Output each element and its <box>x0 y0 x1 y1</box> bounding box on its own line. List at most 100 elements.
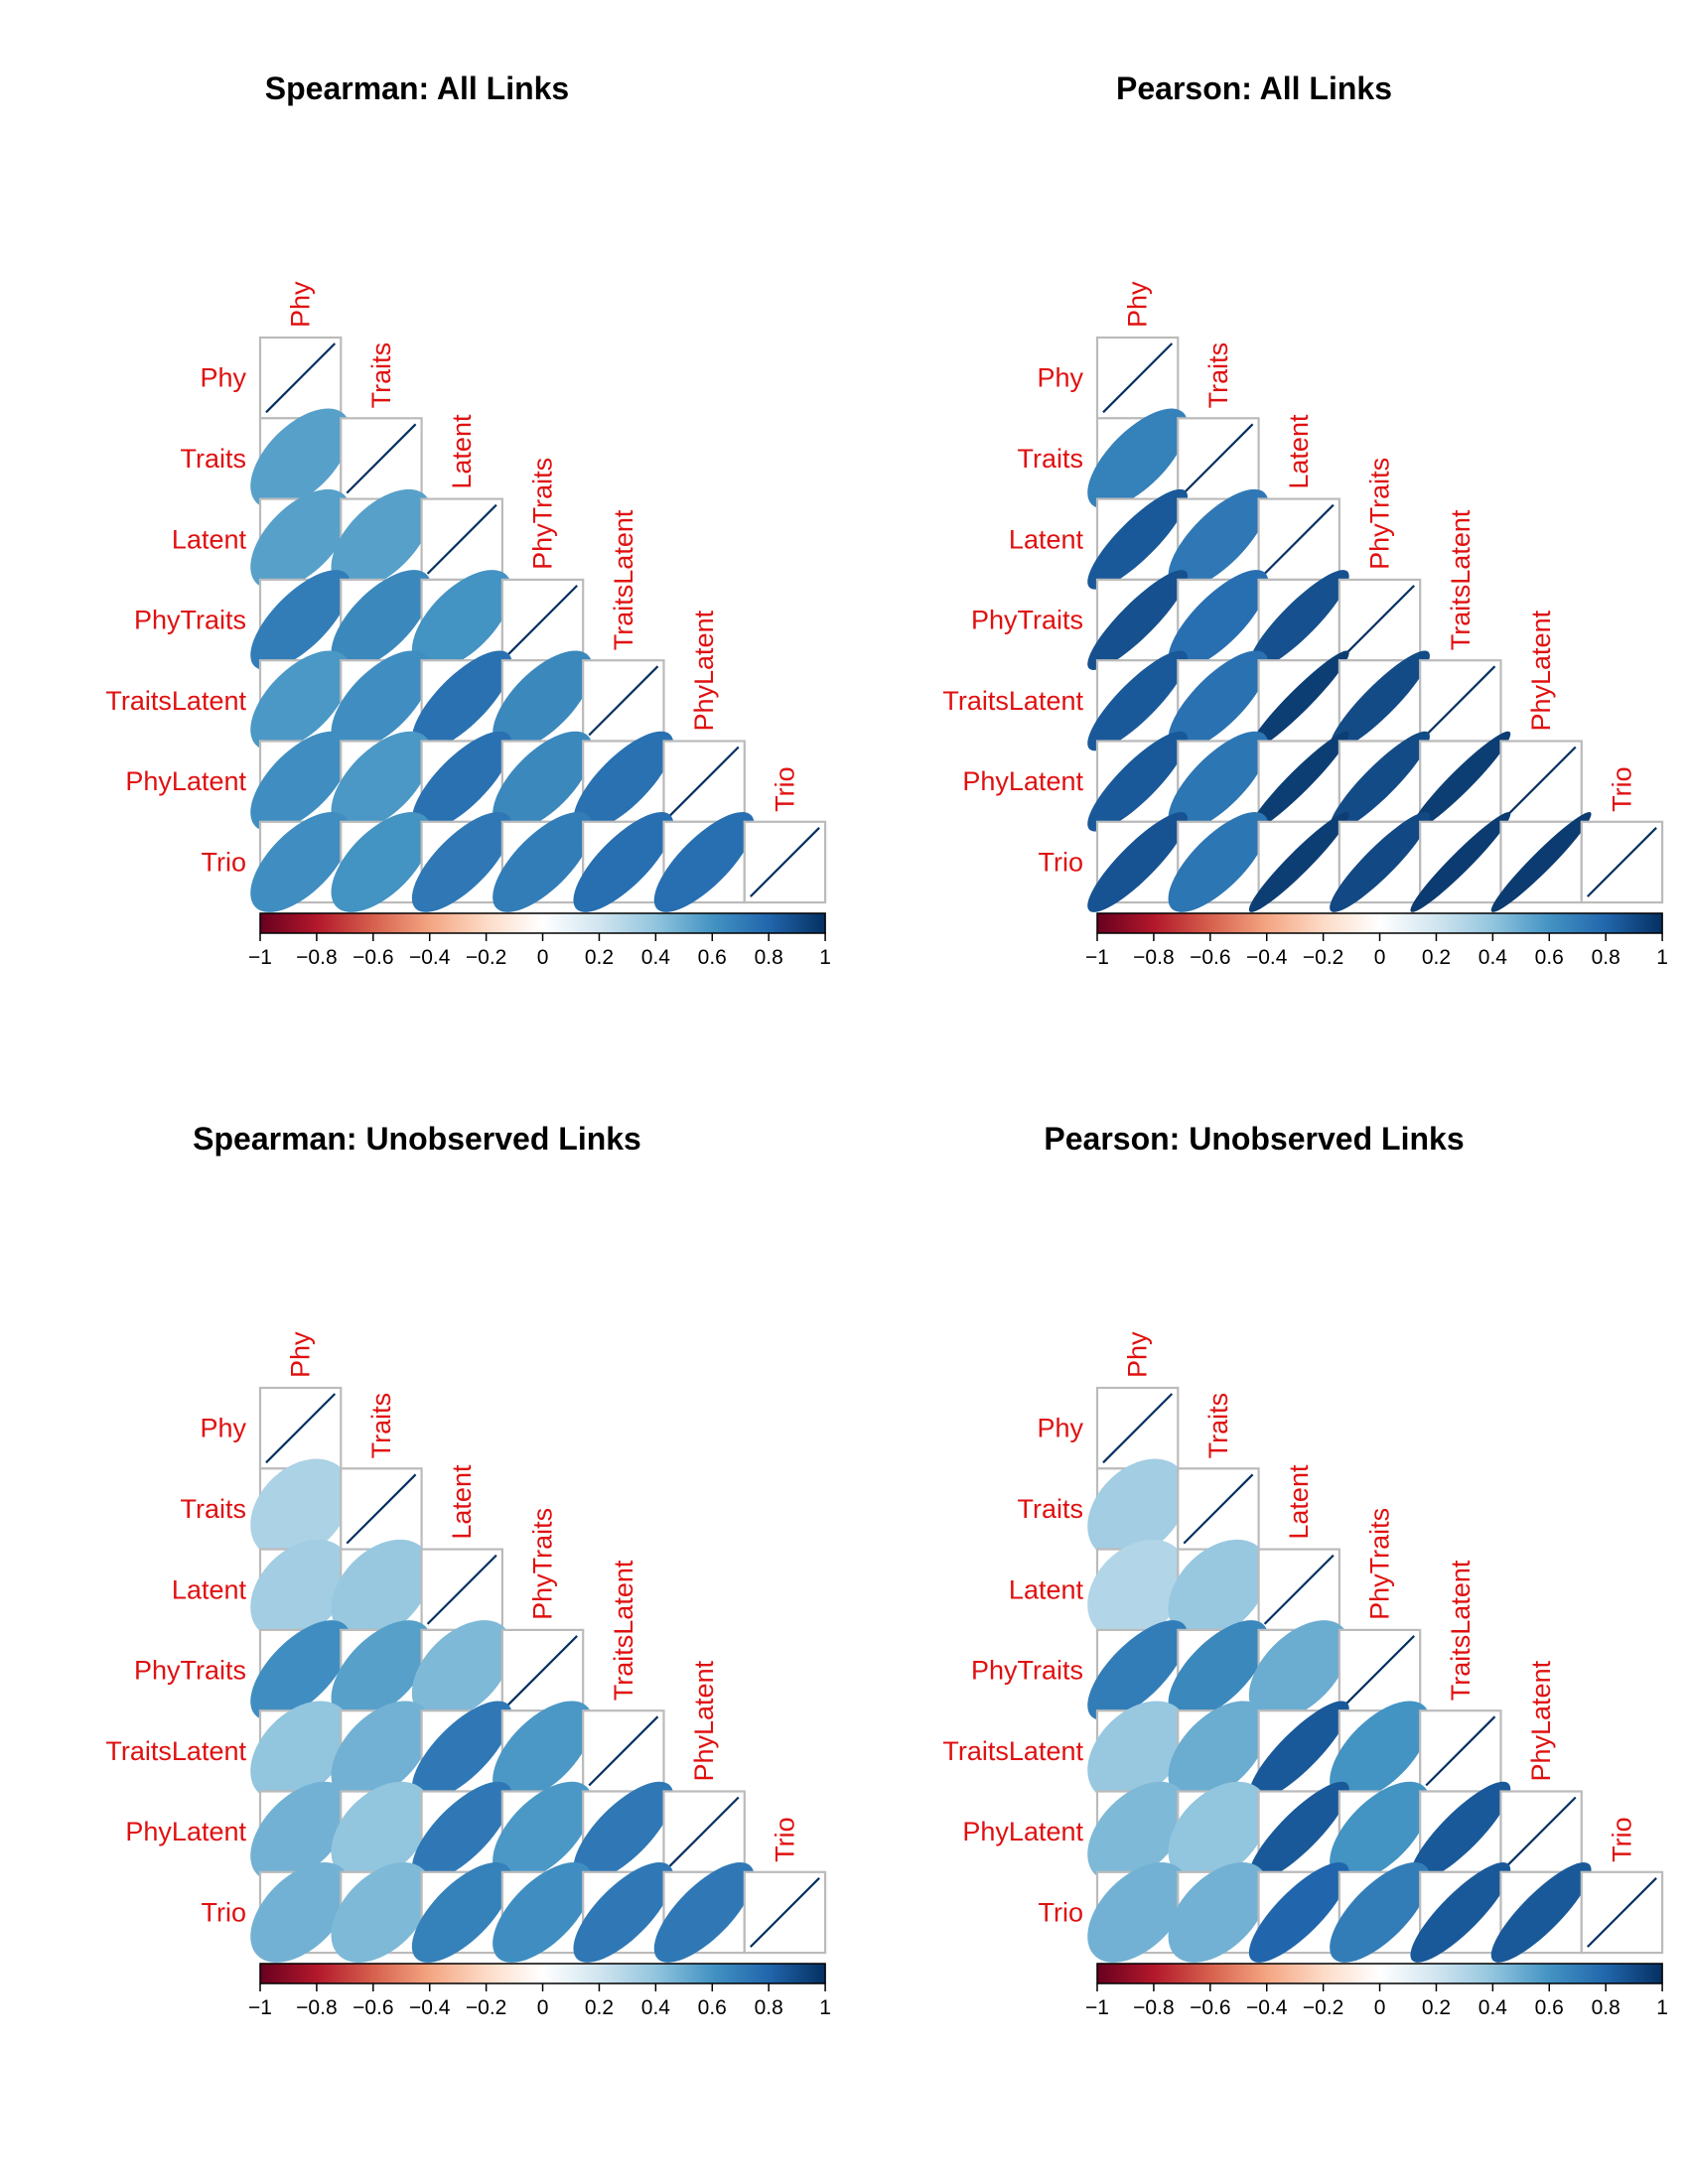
corr-cell-Traits-Phy <box>250 1458 352 1560</box>
corr-cell-Trio-TraitsLatent <box>573 812 674 912</box>
colorbar-tick-label: −0.4 <box>409 1996 451 2019</box>
corr-cell-TraitsLatent-Phy <box>1087 1701 1189 1802</box>
corr-mark <box>1587 1877 1657 1948</box>
corr-mark <box>492 812 593 912</box>
corr-cell-Latent-Latent <box>1257 497 1340 582</box>
col-label: Traits <box>1203 342 1233 409</box>
row-label: TraitsLatent <box>942 1736 1083 1766</box>
corr-cell-Traits-Phy <box>1087 1458 1189 1560</box>
col-label: Phy <box>286 1331 316 1378</box>
corr-cell-Traits-Phy <box>250 408 352 509</box>
corr-cell-Trio-Latent <box>1248 1862 1349 1963</box>
corr-mark <box>492 731 593 832</box>
corr-mark <box>668 1796 740 1867</box>
corr-cell-PhyLatent-PhyLatent <box>1499 1790 1583 1873</box>
corr-mark <box>1087 1862 1189 1963</box>
corr-cell-Trio-Phy <box>250 812 352 912</box>
corr-cell-Trio-Phy <box>1087 1862 1189 1963</box>
corr-mark <box>250 408 352 509</box>
corr-cell-Traits-Traits <box>1177 417 1260 500</box>
col-label: TraitsLatent <box>1446 1560 1476 1701</box>
panel-title: Spearman: Unobserved Links <box>193 1121 641 1157</box>
colorbar-tick-label: 0.4 <box>641 1996 671 2019</box>
colorbar-tick-label: −0.8 <box>296 1996 337 2019</box>
corr-mark <box>250 1458 352 1560</box>
corr-mark <box>573 812 674 912</box>
corr-cell-Latent-Traits <box>331 1539 432 1640</box>
row-label: Phy <box>1037 363 1083 393</box>
corr-mark <box>1087 1781 1189 1882</box>
colorbar-tick-label: 1 <box>819 946 831 969</box>
colorbar-tick-label: 0.2 <box>1422 1996 1451 2019</box>
corr-mark <box>1330 1862 1430 1963</box>
row-label: Latent <box>172 1574 247 1604</box>
colorbar-tick-label: −0.4 <box>409 946 451 969</box>
corr-mark <box>331 1701 432 1802</box>
corr-mark <box>250 488 352 590</box>
corr-mark <box>588 665 659 737</box>
colorbar-tick-label: −1 <box>1085 1996 1109 2019</box>
corr-mark <box>1425 1715 1496 1787</box>
corr-mark <box>1087 408 1189 509</box>
colorbar-tick-label: 0 <box>1374 1996 1386 2019</box>
col-label: Traits <box>366 1393 396 1459</box>
corr-mark <box>1087 650 1189 751</box>
corr-cell-Trio-Phy <box>1087 812 1189 912</box>
corr-mark <box>750 827 820 897</box>
corr-mark <box>426 1554 497 1625</box>
colorbar-tick-label: 0.4 <box>641 946 671 969</box>
corr-cell-PhyTraits-Traits <box>1168 570 1269 670</box>
colorbar-tick-label: 0.6 <box>698 946 727 969</box>
colorbar-tick-label: 0 <box>537 946 549 969</box>
colorbar-tick-label: −0.2 <box>466 1996 506 2019</box>
corr-mark <box>411 812 512 912</box>
corr-mark <box>250 1862 352 1963</box>
corr-cell-Trio-PhyTraits <box>1330 812 1430 912</box>
corr-mark <box>1330 650 1430 751</box>
corr-mark <box>1087 812 1189 912</box>
row-label: Traits <box>1018 1494 1084 1524</box>
corr-mark <box>331 650 432 751</box>
corr-mark <box>507 585 578 655</box>
corr-cell-TraitsLatent-Phy <box>250 1701 352 1802</box>
corr-cell-PhyTraits-PhyTraits <box>1337 1628 1422 1712</box>
corr-cell-Trio-TraitsLatent <box>1410 812 1511 912</box>
corr-cell-Trio-Traits <box>1168 1862 1269 1963</box>
corr-cell-Trio-TraitsLatent <box>1410 1862 1511 1963</box>
corr-cell-PhyLatent-Latent <box>411 1781 512 1882</box>
corr-mark <box>1087 1701 1189 1802</box>
corr-mark <box>492 650 593 751</box>
corr-mark <box>1248 1862 1349 1963</box>
corr-mark <box>411 570 512 670</box>
corr-cell-PhyLatent-Phy <box>1087 1781 1189 1882</box>
corr-cell-TraitsLatent-Traits <box>1168 650 1269 751</box>
corr-cell-Latent-Phy <box>1087 488 1189 590</box>
colorbar-tick-label: −0.8 <box>1133 1996 1174 2019</box>
corr-mark <box>573 731 674 832</box>
row-label: PhyTraits <box>971 606 1083 635</box>
corr-cell-Latent-Phy <box>250 1539 352 1640</box>
corr-cell-Trio-Latent <box>411 812 512 912</box>
col-label: Latent <box>447 1464 477 1540</box>
colorbar-tick-label: −0.2 <box>466 946 506 969</box>
row-label: Traits <box>181 444 247 474</box>
corr-cell-Latent-Phy <box>1087 1539 1189 1640</box>
corr-cell-PhyLatent-PhyLatent <box>662 740 746 823</box>
corr-panel-2: Pearson: All LinksPhyTraitsLatentPhyTrai… <box>942 70 1668 969</box>
corr-mark <box>250 1539 352 1640</box>
corr-mark <box>1248 650 1349 751</box>
corr-mark <box>1263 1554 1335 1625</box>
row-label: PhyTraits <box>971 1656 1083 1686</box>
row-label: Phy <box>200 363 246 393</box>
corr-cell-TraitsLatent-Latent <box>1248 1701 1349 1802</box>
corr-cell-TraitsLatent-PhyTraits <box>492 1701 593 1802</box>
corr-mark <box>653 812 755 912</box>
row-label: Latent <box>1009 1574 1084 1604</box>
col-label: TraitsLatent <box>609 509 638 650</box>
corr-cell-Trio-Phy <box>250 1862 352 1963</box>
corr-mark <box>1587 827 1657 897</box>
col-label: PhyLatent <box>1526 610 1556 731</box>
corr-cell-PhyLatent-PhyLatent <box>1499 740 1583 823</box>
row-label: Trio <box>202 1897 247 1927</box>
colorbar-tick-label: 1 <box>1656 946 1668 969</box>
